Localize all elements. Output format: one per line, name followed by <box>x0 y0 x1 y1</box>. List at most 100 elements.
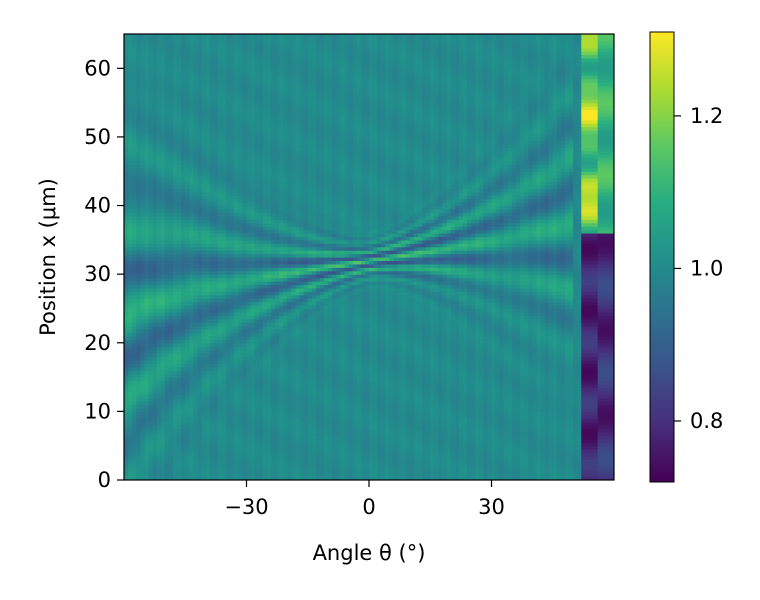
heatmap-cell <box>234 367 239 371</box>
heatmap-cell <box>124 161 129 165</box>
heatmap-cell <box>181 55 186 59</box>
heatmap-cell <box>259 41 264 45</box>
heatmap-cell <box>206 79 211 83</box>
heatmap-cell <box>193 453 198 457</box>
heatmap-cell <box>181 446 186 450</box>
heatmap-cell <box>259 120 264 124</box>
heatmap-cell <box>132 202 137 206</box>
heatmap-cell <box>198 381 203 385</box>
heatmap-cell <box>259 336 264 340</box>
heatmap-cell <box>267 99 272 103</box>
heatmap-cell <box>218 374 223 378</box>
heatmap-cell <box>140 315 145 319</box>
heatmap-cell <box>149 65 154 69</box>
heatmap-cell <box>218 199 223 203</box>
heatmap-cell <box>234 137 239 141</box>
heatmap-cell <box>165 85 170 89</box>
heatmap-cell <box>247 72 252 76</box>
heatmap-cell <box>234 401 239 405</box>
heatmap-cell <box>275 336 280 340</box>
heatmap-cell <box>132 319 137 323</box>
heatmap-cell <box>267 281 272 285</box>
heatmap-cell <box>169 394 174 398</box>
heatmap-cell <box>181 171 186 175</box>
heatmap-cell <box>271 346 276 350</box>
heatmap-cell <box>251 151 256 155</box>
heatmap-cell <box>263 164 268 168</box>
heatmap-cell <box>214 408 219 412</box>
heatmap-cell <box>132 85 137 89</box>
heatmap-cell <box>198 123 203 127</box>
heatmap-cell <box>214 75 219 79</box>
heatmap-cell <box>153 236 158 240</box>
heatmap-cell <box>124 250 129 254</box>
heatmap-cell <box>271 326 276 330</box>
heatmap-cell <box>173 398 178 402</box>
heatmap-cell <box>234 422 239 426</box>
heatmap-cell <box>198 356 203 360</box>
heatmap-cell <box>247 89 252 93</box>
heatmap-cell <box>193 68 198 72</box>
heatmap-cell <box>222 260 227 264</box>
heatmap-cell <box>238 209 243 213</box>
heatmap-cell <box>275 360 280 364</box>
heatmap-cell <box>214 37 219 41</box>
heatmap-cell <box>263 322 268 326</box>
heatmap-cell <box>173 236 178 240</box>
heatmap-cell <box>210 308 215 312</box>
heatmap-cell <box>271 37 276 41</box>
heatmap-cell <box>271 308 276 312</box>
heatmap-cell <box>271 75 276 79</box>
heatmap-cell <box>259 151 264 155</box>
heatmap-cell <box>255 171 260 175</box>
heatmap-cell <box>247 343 252 347</box>
heatmap-cell <box>185 240 190 244</box>
heatmap-cell <box>193 377 198 381</box>
heatmap-cell <box>198 92 203 96</box>
heatmap-cell <box>144 449 149 453</box>
heatmap-cell <box>226 470 231 474</box>
heatmap-cell <box>230 370 235 374</box>
heatmap-cell <box>259 130 264 134</box>
heatmap-cell <box>161 446 166 450</box>
heatmap-cell <box>234 247 239 251</box>
heatmap-cell <box>218 363 223 367</box>
heatmap-cell <box>132 75 137 79</box>
heatmap-cell <box>165 44 170 48</box>
heatmap-cell <box>124 267 129 271</box>
heatmap-cell <box>263 106 268 110</box>
heatmap-cell <box>222 168 227 172</box>
heatmap-cell <box>275 65 280 69</box>
heatmap-cell <box>230 377 235 381</box>
heatmap-cell <box>185 85 190 89</box>
heatmap-cell <box>210 442 215 446</box>
heatmap-cell <box>259 82 264 86</box>
heatmap-cell <box>132 329 137 333</box>
heatmap-cell <box>230 96 235 100</box>
heatmap-cell <box>242 350 247 354</box>
heatmap-cell <box>169 65 174 69</box>
heatmap-cell <box>181 381 186 385</box>
heatmap-cell <box>247 230 252 234</box>
heatmap-cell <box>202 332 207 336</box>
heatmap-cell <box>149 48 154 52</box>
heatmap-cell <box>140 230 145 234</box>
heatmap-cell <box>255 164 260 168</box>
heatmap-cell <box>144 137 149 141</box>
heatmap-cell <box>251 408 256 412</box>
heatmap-cell <box>271 459 276 463</box>
heatmap-cell <box>161 250 166 254</box>
heatmap-cell <box>218 339 223 343</box>
heatmap-cell <box>165 449 170 453</box>
heatmap-cell <box>173 209 178 213</box>
heatmap-cell <box>238 449 243 453</box>
heatmap-cell <box>214 415 219 419</box>
heatmap-cell <box>214 68 219 72</box>
heatmap-cell <box>251 79 256 83</box>
heatmap-cell <box>149 106 154 110</box>
heatmap-cell <box>173 418 178 422</box>
heatmap-cell <box>263 37 268 41</box>
heatmap-cell <box>173 51 178 55</box>
heatmap-cell <box>218 175 223 179</box>
heatmap-cell <box>165 260 170 264</box>
